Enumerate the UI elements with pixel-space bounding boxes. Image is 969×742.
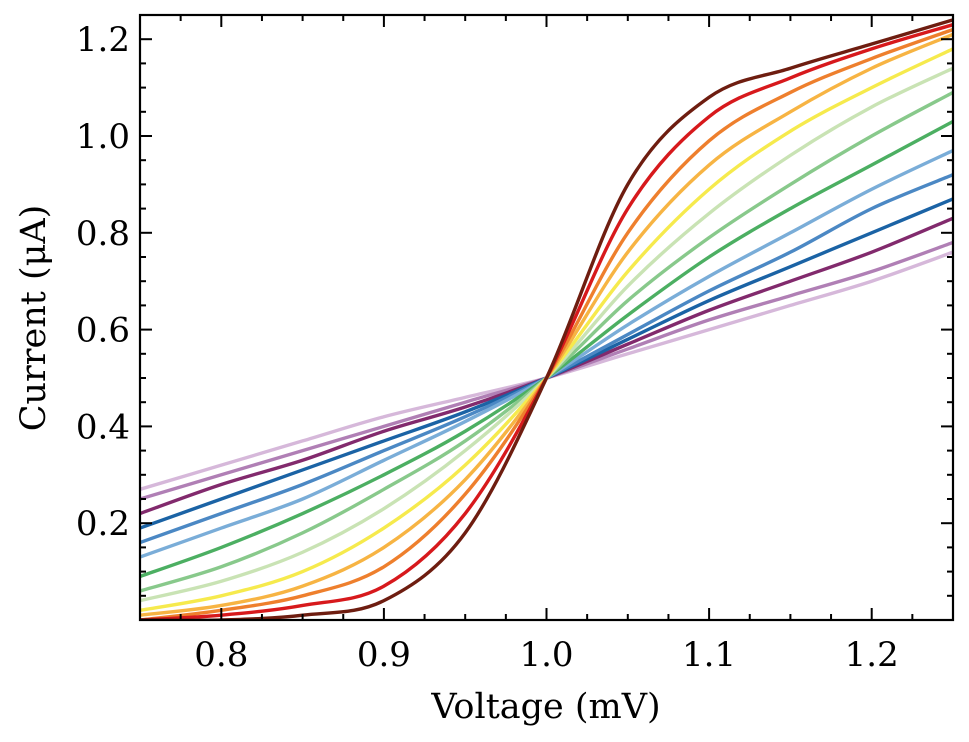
y-tick-label: 0.4 [76,407,130,447]
series-line-10 [140,47,953,613]
series-line-3 [140,216,953,516]
x-tick-label: 0.8 [194,635,248,675]
series-line-4 [140,197,953,530]
tick-label-layer: 0.8 0.9 1.0 1.1 1.2 0.2 0.4 0.6 0.8 1.0 1.2 [76,20,899,675]
y-tick-label: 0.6 [76,311,130,351]
series-line-8 [140,90,953,593]
series-line-11 [140,32,953,617]
x-axis-label: Voltage (mV) [430,687,660,727]
y-tick-label: 0.8 [76,214,130,254]
y-axis-label: Current (μA) [14,205,54,432]
series-line-6 [140,148,953,559]
plot-frame [138,13,955,622]
x-tick-label: 1.2 [845,635,899,675]
series-line-9 [140,66,953,603]
x-tick-label: 1.1 [682,635,736,675]
x-tick-label: 1.0 [519,635,573,675]
series-layer [140,18,953,620]
y-tick-label: 1.0 [76,117,130,157]
x-tick-label: 0.9 [357,635,411,675]
series-line-2 [140,240,953,501]
series-line-1 [140,250,953,492]
y-tick-label: 0.2 [76,504,130,544]
series-line-7 [140,119,953,579]
y-tick-label: 1.2 [76,20,130,60]
series-line-14 [140,18,953,620]
series-line-5 [140,173,953,545]
